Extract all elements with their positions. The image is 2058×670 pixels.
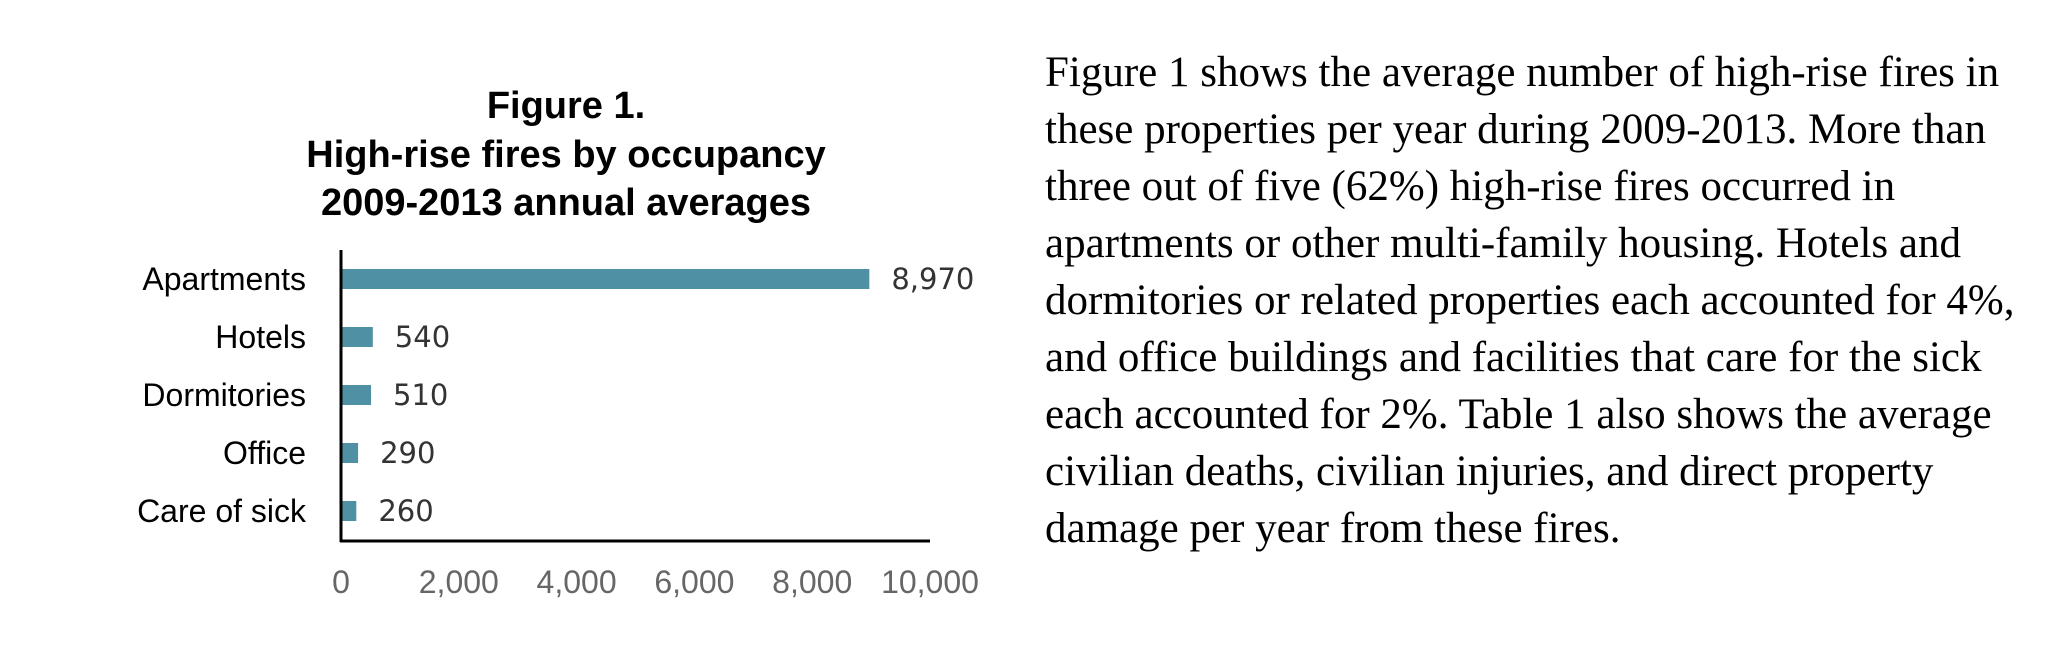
x-axis-ticks: 0 2,000 4,000 6,000 8,000 10,000 xyxy=(332,564,979,600)
data-label: 510 xyxy=(393,378,448,412)
bar xyxy=(341,327,373,347)
x-tick-label: 2,000 xyxy=(419,564,499,600)
x-tick-label: 4,000 xyxy=(537,564,617,600)
category-label: Dormitories xyxy=(142,377,306,413)
category-label: Care of sick xyxy=(137,493,307,529)
bars xyxy=(341,269,870,521)
bar xyxy=(341,443,359,463)
bar xyxy=(341,385,372,405)
x-tick-label: 0 xyxy=(332,564,350,600)
category-label: Office xyxy=(223,435,306,471)
description-paragraph: Figure 1 shows the average number of hig… xyxy=(1045,49,2015,552)
x-tick-label: 8,000 xyxy=(772,564,852,600)
x-tick-label: 6,000 xyxy=(654,564,734,600)
chart-title: Figure 1. High-rise fires by occupancy 200… xyxy=(306,85,826,224)
chart-title-line: 2009-2013 annual averages xyxy=(321,182,811,224)
chart-title-line: High-rise fires by occupancy xyxy=(306,134,826,176)
category-label: Apartments xyxy=(142,261,306,297)
data-label: 260 xyxy=(378,494,433,528)
data-labels: 8,970 540 510 290 260 xyxy=(378,262,974,528)
x-tick-label: 10,000 xyxy=(881,564,979,600)
chart-title-line: Figure 1. xyxy=(487,85,645,127)
category-label: Hotels xyxy=(215,319,306,355)
bar-chart: Figure 1. High-rise fires by occupancy 200… xyxy=(137,85,979,600)
bar xyxy=(341,269,870,289)
data-label: 8,970 xyxy=(891,262,974,296)
data-label: 290 xyxy=(380,436,435,470)
category-labels: Apartments Hotels Dormitories Office Care of… xyxy=(137,261,307,529)
bar xyxy=(341,501,357,521)
data-label: 540 xyxy=(395,320,450,354)
